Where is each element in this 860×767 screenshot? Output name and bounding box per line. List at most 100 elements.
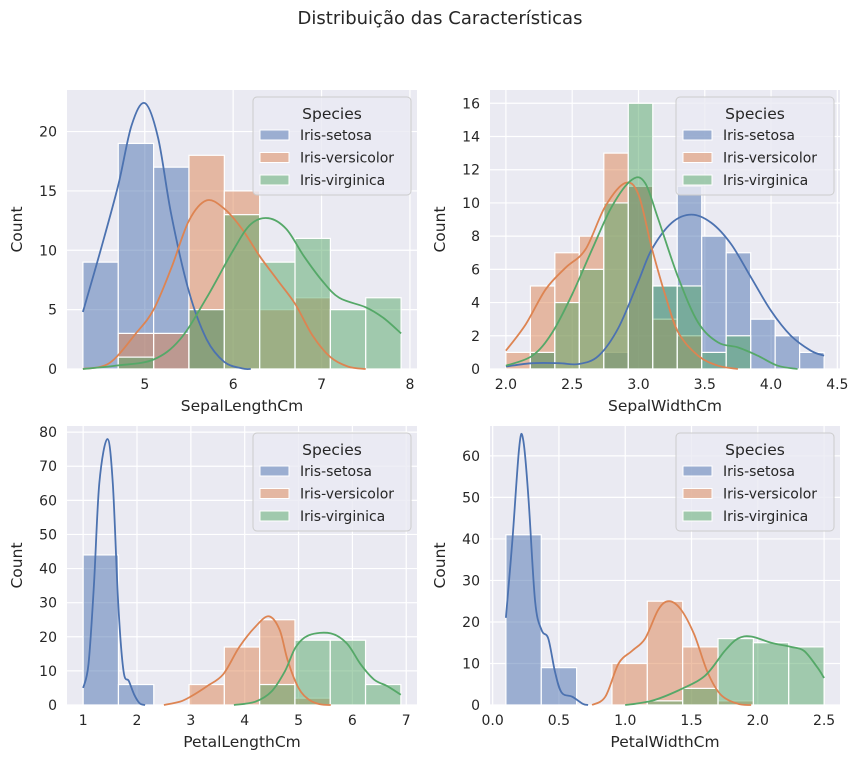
- histogram-bar: [725, 335, 752, 370]
- y-tick-label: 40: [462, 532, 480, 548]
- x-tick-label: 3: [186, 713, 195, 729]
- kde-line-iris-setosa: [82, 102, 251, 371]
- legend-entry: Iris-virginica: [300, 509, 385, 525]
- y-tick-label: 12: [462, 163, 480, 179]
- kde-line-iris-virginica: [505, 176, 798, 370]
- y-axis-label: Count: [8, 542, 26, 588]
- legend-swatch-iris-versicolor: [682, 152, 713, 163]
- y-tick-label: 0: [471, 362, 480, 378]
- x-tick-label: 0.0: [482, 713, 504, 729]
- legend-swatch-iris-versicolor: [259, 152, 290, 163]
- histogram-bar: [717, 637, 754, 706]
- legend-entry: Iris-virginica: [300, 173, 385, 189]
- x-axis-label: SepalLengthCm: [181, 397, 303, 415]
- kde-line-iris-setosa: [505, 433, 589, 706]
- x-tick-label: 4: [240, 713, 249, 729]
- histogram-bar: [259, 261, 296, 370]
- y-tick-label: 15: [39, 184, 57, 200]
- y-tick-label: 50: [39, 527, 57, 543]
- y-tick-label: 10: [462, 656, 480, 672]
- kde-line-iris-virginica: [233, 631, 402, 706]
- x-tick-label: 2.5: [561, 377, 583, 393]
- legend-swatch-iris-setosa: [259, 129, 290, 141]
- series-iris-virginica: [529, 102, 752, 370]
- y-axis-label: Count: [431, 542, 449, 588]
- x-axis-label: PetalLengthCm: [183, 733, 301, 751]
- x-tick-label: 2.0: [495, 377, 517, 393]
- y-tick-label: 10: [39, 664, 57, 680]
- legend-entry: Iris-versicolor: [723, 151, 817, 167]
- histogram-bar: [788, 646, 825, 706]
- legend-entry: Iris-setosa: [723, 464, 795, 480]
- x-axis-label: SepalWidthCm: [608, 397, 722, 415]
- x-tick-label: 5: [140, 377, 149, 393]
- legend-entry: Iris-versicolor: [300, 487, 394, 503]
- y-tick-label: 50: [462, 490, 480, 506]
- legend-entry: Iris-virginica: [723, 509, 808, 525]
- y-tick-label: 14: [462, 130, 480, 146]
- kde-line-iris-versicolor: [163, 615, 331, 706]
- legend-title: Species: [725, 105, 785, 123]
- histogram-bar: [752, 642, 790, 706]
- series-iris-setosa: [82, 554, 155, 706]
- series-iris-virginica: [646, 637, 825, 706]
- y-tick-label: 5: [48, 303, 57, 319]
- y-tick-label: 10: [462, 196, 480, 212]
- legend-entry: Iris-virginica: [723, 173, 808, 189]
- histogram-bar: [554, 301, 580, 370]
- x-tick-label: 1: [79, 713, 88, 729]
- y-tick-label: 60: [462, 449, 480, 465]
- legend-title: Species: [302, 441, 362, 459]
- histogram-bar: [505, 534, 542, 706]
- legend-swatch-iris-virginica: [682, 510, 713, 522]
- x-tick-label: 3.0: [627, 377, 649, 393]
- legend-entry: Iris-versicolor: [723, 487, 817, 503]
- legend-swatch-iris-setosa: [259, 465, 290, 477]
- legend-swatch-iris-versicolor: [682, 488, 713, 499]
- y-tick-label: 0: [471, 698, 480, 714]
- y-tick-label: 30: [39, 596, 57, 612]
- y-tick-label: 16: [462, 96, 480, 112]
- x-tick-label: 1.5: [680, 713, 702, 729]
- subplot-petalwidthcm: 0.0 0.5 1.0 1.5 2.0 2.5 0 10 20 30 40 50 60 PetalWidt…: [431, 426, 840, 751]
- legend-frame: [675, 96, 835, 196]
- y-tick-label: 20: [39, 630, 57, 646]
- series-iris-virginica: [259, 639, 402, 706]
- y-tick-label: 40: [39, 562, 57, 578]
- kde-line-iris-setosa: [82, 438, 146, 706]
- legend-swatch-iris-setosa: [682, 129, 713, 141]
- x-tick-label: 4.0: [760, 377, 782, 393]
- histogram-bar: [646, 600, 684, 706]
- kde-line-iris-versicolor: [505, 181, 739, 370]
- legend-swatch-iris-versicolor: [259, 488, 290, 499]
- y-tick-label: 4: [471, 296, 480, 312]
- histogram-bar: [117, 683, 155, 706]
- y-axis-label: Count: [431, 206, 449, 252]
- y-tick-label: 10: [39, 243, 57, 259]
- kde-line-iris-virginica: [625, 635, 825, 706]
- x-tick-label: 2: [133, 713, 142, 729]
- legend-entry: Iris-versicolor: [300, 151, 394, 167]
- legend-entry: Iris-setosa: [300, 464, 372, 480]
- x-tick-label: 1.0: [614, 713, 636, 729]
- x-tick-label: 8: [405, 377, 414, 393]
- histogram-bar: [294, 639, 331, 706]
- legend-title: Species: [302, 105, 362, 123]
- histogram-bar: [799, 351, 825, 370]
- y-tick-label: 80: [39, 425, 57, 441]
- x-axis-label: PetalWidthCm: [610, 733, 719, 751]
- legend: Species Iris-setosa Iris-versicolor Iris-vi…: [252, 432, 412, 532]
- series-iris-virginica: [117, 214, 402, 370]
- histogram-bar: [223, 646, 261, 706]
- x-tick-label: 2.0: [747, 713, 769, 729]
- x-tick-label: 3.5: [694, 377, 716, 393]
- y-tick-label: 0: [48, 698, 57, 714]
- x-tick-label: 4.5: [826, 377, 848, 393]
- y-axis-label: Count: [8, 206, 26, 252]
- legend-entry: Iris-setosa: [300, 128, 372, 144]
- histogram-bar: [603, 202, 629, 370]
- histogram-bar: [652, 285, 678, 370]
- x-tick-label: 5: [294, 713, 303, 729]
- histogram-bar: [578, 268, 605, 370]
